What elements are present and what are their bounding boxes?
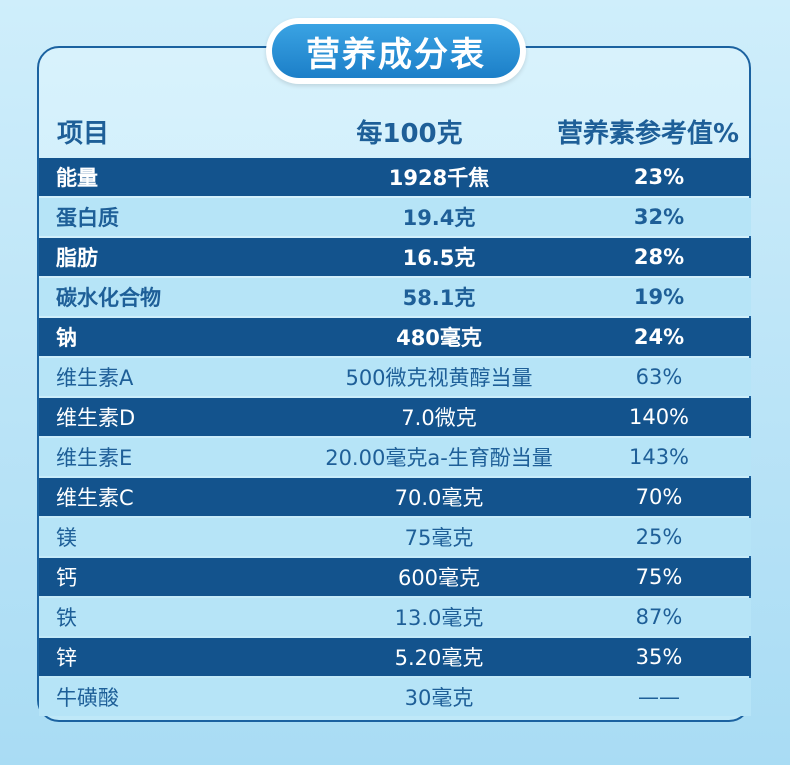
row-nrv: 87% <box>635 605 683 629</box>
page-title: 营养成分表 <box>272 24 520 78</box>
row-name: 钠 <box>56 326 77 350</box>
title-badge: 营养成分表 <box>266 18 526 84</box>
table-row: 维生素A 500微克视黄醇当量 63% <box>39 358 751 396</box>
row-nrv: 35% <box>635 645 683 669</box>
table-row: 蛋白质 19.4克 32% <box>39 198 751 236</box>
table-row: 脂肪 16.5克 28% <box>39 238 751 276</box>
table-row: 能量 1928千焦 23% <box>39 158 751 196</box>
header-nrv: 营养素参考值% <box>556 119 739 149</box>
row-name: 锌 <box>56 646 77 670</box>
nutrition-table: 能量 1928千焦 23% 蛋白质 19.4克 32% 脂肪 16.5克 28%… <box>39 158 751 718</box>
row-name: 钙 <box>56 566 77 590</box>
row-amount: 1928千焦 <box>388 166 490 190</box>
row-name: 蛋白质 <box>56 206 119 230</box>
row-amount: 16.5克 <box>402 246 476 270</box>
row-name: 维生素C <box>56 486 134 510</box>
table-header: 项目 每100克 营养素参考值% <box>37 105 751 153</box>
row-name: 维生素A <box>56 366 134 390</box>
table-row: 维生素E 20.00毫克a-生育酚当量 143% <box>39 438 751 476</box>
row-amount: 5.20毫克 <box>394 646 484 670</box>
row-nrv: 32% <box>633 205 685 229</box>
table-row: 钠 480毫克 24% <box>39 318 751 356</box>
row-nrv: 143% <box>628 445 690 469</box>
header-item: 项目 <box>57 119 110 149</box>
row-nrv: 75% <box>635 565 683 589</box>
row-amount: 75毫克 <box>404 526 474 550</box>
row-amount: 19.4克 <box>402 206 476 230</box>
row-amount: 30毫克 <box>404 686 474 710</box>
row-amount: 600毫克 <box>397 566 481 590</box>
row-name: 维生素E <box>56 446 133 470</box>
row-nrv: 24% <box>633 325 685 349</box>
table-row: 钙 600毫克 75% <box>39 558 751 596</box>
table-row: 维生素C 70.0毫克 70% <box>39 478 751 516</box>
table-row: 镁 75毫克 25% <box>39 518 751 556</box>
table-row: 锌 5.20毫克 35% <box>39 638 751 676</box>
row-amount: 480毫克 <box>396 326 482 350</box>
row-nrv: 25% <box>635 525 683 549</box>
row-amount: 70.0毫克 <box>394 486 484 510</box>
row-nrv: 23% <box>633 165 685 189</box>
row-nrv: 19% <box>633 285 685 309</box>
row-amount: 13.0毫克 <box>394 606 484 630</box>
row-name: 脂肪 <box>56 246 98 270</box>
table-row: 铁 13.0毫克 87% <box>39 598 751 636</box>
row-nrv: 63% <box>635 365 683 389</box>
row-nrv: 140% <box>628 405 690 429</box>
row-amount: 20.00毫克a-生育酚当量 <box>325 446 553 470</box>
row-name: 铁 <box>56 606 77 630</box>
row-amount: 58.1克 <box>402 286 476 310</box>
row-amount: 500微克视黄醇当量 <box>345 366 533 390</box>
row-nrv: 70% <box>635 485 683 509</box>
row-nrv: —— <box>638 685 680 709</box>
row-name: 维生素D <box>56 406 136 430</box>
table-row: 维生素D 7.0微克 140% <box>39 398 751 436</box>
table-row: 牛磺酸 30毫克 —— <box>39 678 751 716</box>
row-nrv: 28% <box>633 245 685 269</box>
header-amount: 每100克 <box>356 119 463 149</box>
row-name: 能量 <box>56 166 98 190</box>
table-row: 碳水化合物 58.1克 19% <box>39 278 751 316</box>
row-amount: 7.0微克 <box>401 406 477 430</box>
row-name: 碳水化合物 <box>56 286 161 310</box>
row-name: 牛磺酸 <box>56 686 119 710</box>
row-name: 镁 <box>56 526 77 550</box>
